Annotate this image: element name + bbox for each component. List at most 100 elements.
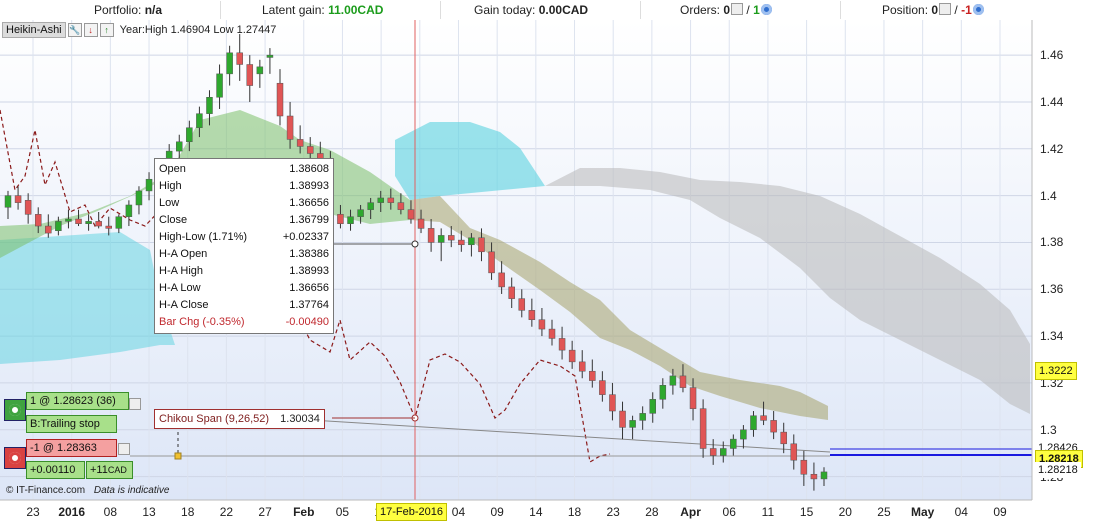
- short-order-label[interactable]: -1 @ 1.28363: [26, 439, 117, 457]
- candle-body: [397, 202, 405, 210]
- x-tick-label: 08: [103, 505, 118, 519]
- tooltip-row: H-A Close 1.37764: [159, 297, 329, 314]
- position-count-a: 0: [931, 3, 939, 17]
- tooltip-key: H-A Open: [159, 248, 208, 260]
- long-order-close-icon[interactable]: [129, 398, 141, 410]
- candle-body: [246, 64, 254, 86]
- orders-close-icon[interactable]: [731, 3, 744, 15]
- candle: [256, 59, 264, 88]
- candle: [820, 467, 828, 486]
- candle-body: [34, 214, 42, 227]
- portfolio-label: Portfolio:: [94, 3, 142, 17]
- tooltip-value: 1.38386: [289, 248, 329, 260]
- candle: [55, 216, 62, 236]
- candle-body: [508, 286, 515, 299]
- long-order-label[interactable]: 1 @ 1.28623 (36): [26, 392, 129, 410]
- tooltip-value: 1.38993: [289, 265, 329, 277]
- ichimoku-cloud-olive: [410, 196, 828, 420]
- candle-body: [145, 178, 153, 192]
- ichimoku-cloud-cyan-left: [0, 232, 175, 364]
- short-order-settings-button[interactable]: [4, 447, 26, 469]
- chikou-span-value: 1.30034: [280, 413, 320, 425]
- candle: [720, 441, 727, 463]
- download-icon[interactable]: ↓: [83, 23, 98, 37]
- candle: [709, 439, 717, 465]
- long-order-type[interactable]: B:Trailing stop: [26, 415, 117, 433]
- x-tick-label: 06: [722, 505, 736, 519]
- upload-icon[interactable]: ↑: [99, 23, 114, 37]
- candle-body: [780, 431, 787, 445]
- portfolio-field: Portfolio: n/a: [94, 3, 162, 17]
- candle: [437, 228, 445, 262]
- brand-credit: © IT-Finance.com: [6, 485, 86, 496]
- short-order-gain: +0.00110: [26, 461, 85, 479]
- gain-today-value: 0.00CAD: [538, 3, 589, 17]
- candle-body: [790, 443, 798, 461]
- candle: [639, 406, 646, 430]
- candle: [498, 261, 505, 294]
- gear-icon: [9, 404, 21, 416]
- candle: [649, 392, 656, 423]
- candle-body: [266, 54, 274, 58]
- gear-icon: [9, 452, 21, 464]
- candle: [45, 214, 52, 238]
- chart-type-selector[interactable]: Heikin-Ashi: [2, 22, 66, 38]
- short-order-gain-cad: +11CAD: [86, 461, 133, 479]
- candle: [548, 319, 556, 346]
- x-tick-label: 27: [258, 505, 272, 519]
- candle-body: [810, 473, 818, 480]
- candle-body: [437, 235, 445, 243]
- candle: [125, 200, 133, 227]
- tooltip-key: Bar Chg (-0.35%): [159, 316, 245, 328]
- candle: [609, 382, 616, 421]
- candle: [508, 277, 515, 308]
- tooltip-key: High: [159, 180, 182, 192]
- latent-gain-field: Latent gain: 11.00CAD: [262, 3, 383, 17]
- x-tick-label: 09: [993, 505, 1007, 519]
- orders-gear-icon[interactable]: [760, 4, 772, 15]
- gain-today-label: Gain today:: [474, 3, 536, 17]
- tooltip-key: H-A Close: [159, 299, 209, 311]
- candle-body: [186, 127, 193, 143]
- candle-body: [176, 141, 183, 152]
- y-tick-label: 1.3: [1040, 422, 1057, 437]
- x-tick-label: 23: [26, 505, 40, 519]
- candle: [115, 214, 123, 234]
- candle-body: [498, 272, 505, 288]
- candle-body: [357, 209, 364, 217]
- candle: [75, 209, 82, 227]
- position-label: Position:: [882, 3, 929, 17]
- short-order-close-icon[interactable]: [118, 443, 130, 455]
- orders-count-a: 0: [723, 3, 731, 17]
- chikou-span-label: Chikou Span (9,26,52) 1.30034: [154, 409, 325, 429]
- candle-body: [45, 225, 52, 234]
- candle: [236, 34, 243, 81]
- candle: [4, 190, 12, 220]
- candle-body: [730, 438, 737, 449]
- candle-body: [679, 375, 687, 388]
- tooltip-row: Low 1.36656: [159, 195, 329, 212]
- candle-body: [286, 115, 294, 140]
- latent-gain-value: 11.00CAD: [328, 3, 384, 17]
- candle: [226, 45, 233, 86]
- wrench-icon[interactable]: 🔧: [67, 23, 82, 37]
- candle: [679, 364, 687, 393]
- position-gear-icon[interactable]: [972, 4, 984, 15]
- candle-body: [659, 385, 667, 400]
- data-disclaimer: Data is indicative: [93, 485, 170, 496]
- tooltip-value: 1.36799: [289, 214, 329, 226]
- candle: [800, 450, 808, 486]
- candle: [589, 359, 596, 388]
- chart-footer: © IT-Finance.com Data is indicative: [6, 485, 169, 496]
- tooltip-value: +0.02337: [282, 231, 329, 243]
- long-order-settings-button[interactable]: [4, 399, 26, 421]
- candle-body: [407, 209, 415, 220]
- x-tick-label: 13: [142, 505, 156, 519]
- candle: [810, 462, 818, 491]
- x-tick-label: Feb: [293, 505, 315, 519]
- tooltip-value: 1.38993: [289, 180, 329, 192]
- candle-body: [649, 399, 656, 414]
- position-close-icon[interactable]: [939, 3, 952, 15]
- candle: [770, 411, 777, 440]
- candle-body: [347, 216, 354, 224]
